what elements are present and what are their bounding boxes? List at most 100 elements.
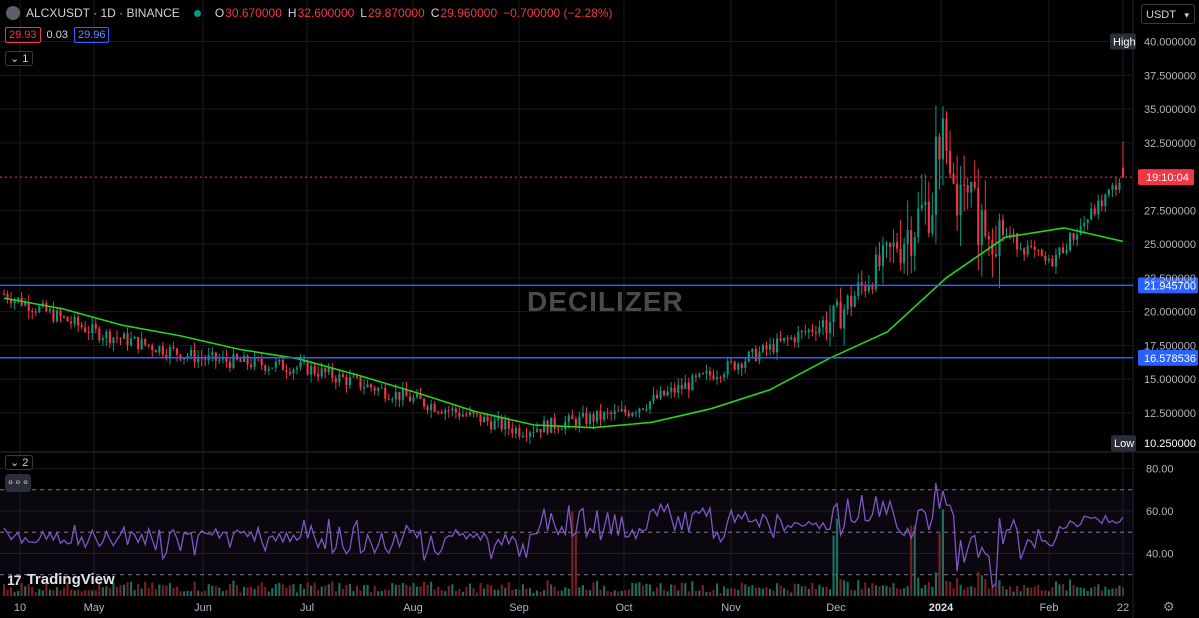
main-pane-toggle[interactable]: ⌄ 1: [5, 51, 34, 66]
volume-bar: [299, 584, 302, 596]
candle-body: [172, 347, 175, 349]
volume-bar: [768, 588, 772, 596]
candle-body: [1033, 246, 1036, 250]
volume-bar: [818, 584, 821, 596]
volume-bar: [310, 585, 313, 596]
volume-bar: [458, 589, 461, 596]
candle-body: [832, 305, 835, 323]
volume-bar: [666, 591, 669, 596]
candle-body: [874, 254, 877, 290]
volume-bar: [980, 575, 983, 596]
candle-body: [52, 309, 55, 322]
volume-bar: [472, 588, 475, 596]
candle-body: [1065, 250, 1068, 253]
time-tick-label: 22: [1117, 602, 1129, 614]
candle-body: [941, 118, 945, 160]
time-tick-label: Sep: [509, 602, 529, 614]
candle-body: [687, 382, 690, 391]
candle-body: [793, 337, 796, 343]
candle-body: [1051, 258, 1054, 267]
candle-body: [641, 408, 644, 410]
volume-bar: [1118, 585, 1121, 596]
volume-bar: [13, 592, 16, 596]
candle-body: [719, 377, 722, 379]
candle-body: [242, 355, 246, 362]
volume-bar: [140, 588, 143, 596]
volume-bar: [6, 589, 9, 596]
candle-body: [585, 412, 588, 424]
candle-body: [920, 205, 923, 209]
volume-bar: [391, 583, 394, 596]
volume-bar: [186, 590, 189, 596]
volume-bar: [260, 582, 263, 596]
watermark: DECILIZER: [527, 286, 684, 317]
volume-bar: [437, 586, 440, 596]
candle-body: [440, 412, 443, 414]
volume-bar: [137, 583, 140, 596]
volume-bar: [885, 586, 888, 596]
buy-price[interactable]: 29.96: [73, 27, 110, 43]
volume-bar: [790, 592, 793, 596]
currency-select[interactable]: USDT ▾: [1141, 4, 1195, 24]
volume-bar: [956, 577, 959, 596]
volume-bar: [525, 588, 528, 596]
candle-body: [892, 242, 895, 247]
volume-bar: [101, 587, 104, 596]
candles: [2, 105, 1125, 445]
candle-body: [6, 294, 9, 300]
volume-bar: [624, 590, 627, 596]
volume-bar: [292, 584, 295, 596]
symbol-title[interactable]: ALCXUSDT · 1D · BINANCE: [26, 6, 180, 20]
volume-bar: [10, 587, 13, 596]
price-tick-label: 40.000000: [1144, 37, 1196, 49]
volume-bar: [1093, 586, 1096, 596]
volume-bar: [680, 582, 683, 596]
indicator-pane-toggle[interactable]: ⌄ 2: [5, 455, 34, 470]
price-tick-label: 37.500000: [1144, 70, 1196, 82]
candle-body: [599, 410, 602, 420]
volume-bar: [341, 588, 344, 596]
volume-bar: [267, 591, 270, 596]
more-options-button[interactable]: ∘∘∘: [5, 474, 31, 492]
countdown-label: 19:10:04: [1146, 172, 1189, 184]
candle-body: [606, 412, 609, 414]
candle-body: [730, 361, 733, 363]
candle-body: [970, 181, 973, 193]
candle-body: [370, 384, 373, 388]
volume-bar: [1008, 586, 1012, 596]
volume-bar: [225, 590, 228, 596]
volume-bar: [479, 582, 482, 596]
candle-body: [574, 419, 577, 427]
volume-bar: [172, 587, 175, 596]
volume-bar: [48, 589, 51, 596]
volume-bar: [945, 580, 948, 596]
volume-bar: [994, 582, 997, 596]
volume-bar: [105, 586, 108, 596]
volume-bar: [384, 589, 387, 596]
candle-body: [13, 299, 16, 304]
volume-bar: [828, 589, 832, 596]
volume-bar: [377, 591, 380, 596]
sell-price[interactable]: 29.93: [5, 27, 41, 43]
volume-bar: [977, 572, 980, 596]
settings-icon[interactable]: ⚙: [1163, 599, 1175, 614]
volume-bar: [948, 581, 952, 596]
volume-bar: [1030, 587, 1033, 596]
volume-bar: [433, 589, 436, 596]
volume-bar: [359, 590, 362, 596]
tradingview-logo[interactable]: 17 TradingView: [7, 571, 115, 588]
candle-body: [963, 184, 966, 186]
candle-body: [179, 354, 182, 360]
price-tick-label: 20.000000: [1144, 307, 1196, 319]
candle-body: [377, 388, 380, 391]
low-value: L29.870000: [360, 6, 425, 20]
candle-body: [1068, 232, 1072, 251]
candle-body: [437, 411, 440, 413]
candle-body: [557, 428, 560, 430]
candle-body: [158, 346, 161, 353]
volume-bar: [931, 586, 934, 596]
chart-legend: ALCXUSDT · 1D · BINANCE O30.670000 H32.6…: [6, 6, 613, 20]
volume-bar: [539, 591, 542, 596]
rsi-tick-label: 60.00: [1146, 506, 1174, 518]
